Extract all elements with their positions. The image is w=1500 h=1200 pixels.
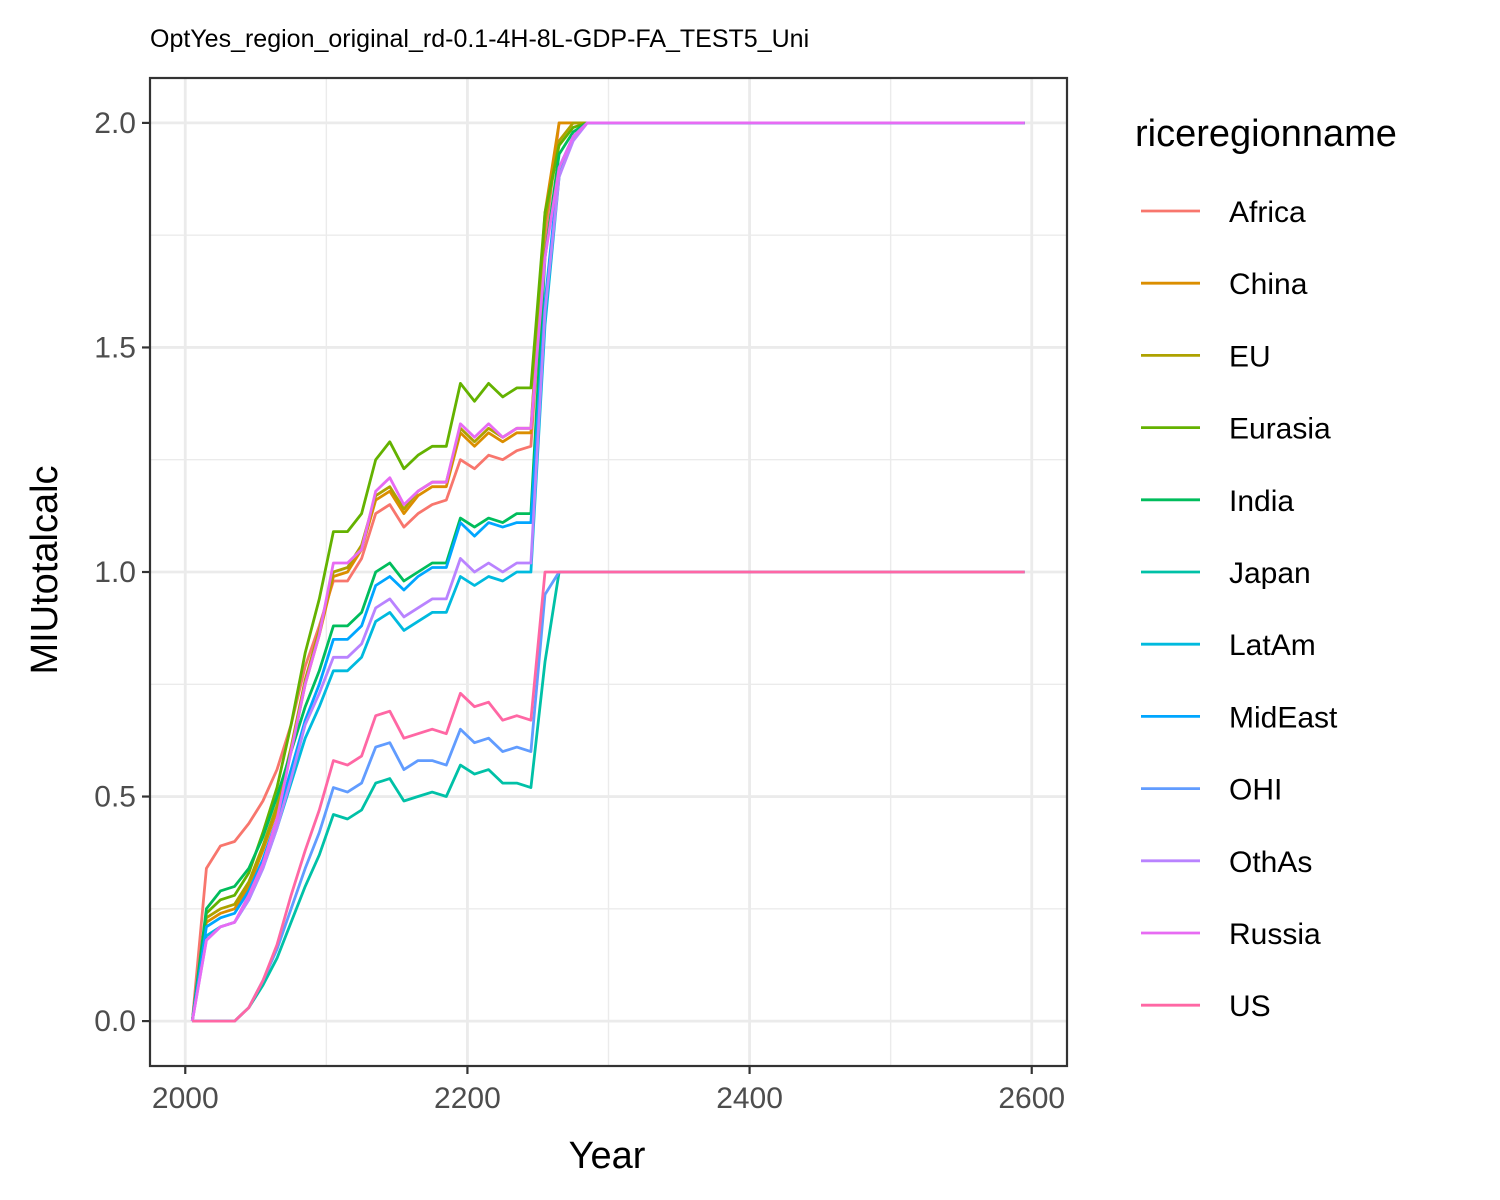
x-tick-label: 2000 — [152, 1082, 219, 1115]
x-axis-title: Year — [569, 1135, 646, 1177]
y-axis-title: MIUtotalcalc — [24, 465, 66, 674]
series-line-japan — [192, 570, 1025, 1023]
legend-label-latam: LatAm — [1229, 629, 1316, 662]
y-tick-label: 0.5 — [94, 781, 136, 814]
y-tick-label: 0.0 — [94, 1005, 136, 1038]
x-tick-label: 2600 — [998, 1082, 1065, 1115]
legend-label-russia: Russia — [1229, 918, 1321, 951]
y-tick-label: 1.0 — [94, 556, 136, 589]
series-line-us — [192, 570, 1025, 1023]
legend-label-china: China — [1229, 268, 1308, 301]
legend-label-us: US — [1229, 990, 1271, 1023]
legend-label-othas: OthAs — [1229, 846, 1312, 879]
chart-title: OptYes_region_original_rd-0.1-4H-8L-GDP-… — [150, 25, 809, 53]
legend-title: riceregionname — [1135, 113, 1397, 155]
x-tick-label: 2200 — [434, 1082, 501, 1115]
legend-label-mideast: MidEast — [1229, 701, 1338, 734]
legend: riceregionname Africa China EU Eurasia India… — [1135, 113, 1397, 1023]
series-line-eurasia — [190, 121, 1025, 1022]
y-tick-label: 2.0 — [94, 107, 136, 140]
y-tick-label: 1.5 — [94, 331, 136, 364]
x-axis: 2000 2200 2400 2600 — [152, 1066, 1065, 1115]
series-lines — [190, 121, 1025, 1023]
x-tick-label: 2400 — [716, 1082, 783, 1115]
series-line-othas — [190, 121, 1025, 1022]
legend-label-india: India — [1229, 485, 1294, 518]
legend-label-africa: Africa — [1229, 196, 1306, 229]
series-line-russia — [190, 121, 1025, 1022]
legend-label-eu: EU — [1229, 340, 1271, 373]
y-axis: 0.0 0.5 1.0 1.5 2.0 — [94, 107, 150, 1038]
legend-label-japan: Japan — [1229, 557, 1311, 590]
legend-label-ohi: OHI — [1229, 774, 1282, 807]
legend-label-eurasia: Eurasia — [1229, 413, 1331, 446]
